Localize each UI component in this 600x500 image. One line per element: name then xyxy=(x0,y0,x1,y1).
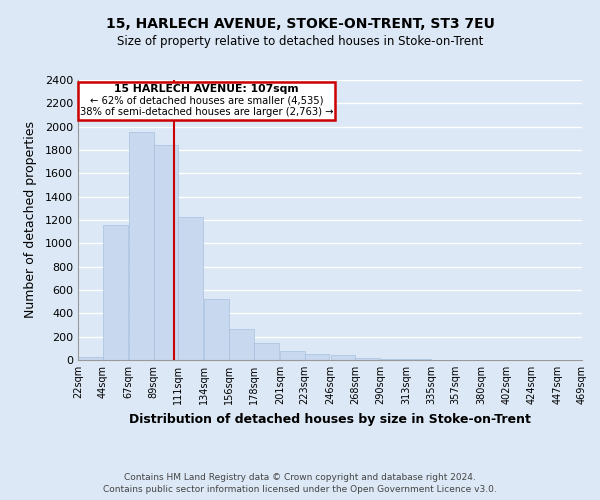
FancyBboxPatch shape xyxy=(78,82,335,120)
Text: 15 HARLECH AVENUE: 107sqm: 15 HARLECH AVENUE: 107sqm xyxy=(114,84,299,94)
Text: Contains HM Land Registry data © Crown copyright and database right 2024.: Contains HM Land Registry data © Crown c… xyxy=(124,472,476,482)
Text: Contains public sector information licensed under the Open Government Licence v3: Contains public sector information licen… xyxy=(103,485,497,494)
Bar xyxy=(331,355,355,360)
Text: 38% of semi-detached houses are larger (2,763) →: 38% of semi-detached houses are larger (… xyxy=(80,106,333,117)
Bar xyxy=(305,354,329,360)
Bar xyxy=(78,356,103,360)
Bar xyxy=(103,225,128,360)
Bar xyxy=(355,358,380,360)
Bar xyxy=(280,351,305,360)
Bar xyxy=(229,329,254,360)
Text: ← 62% of detached houses are smaller (4,535): ← 62% of detached houses are smaller (4,… xyxy=(90,96,323,106)
Text: 15, HARLECH AVENUE, STOKE-ON-TRENT, ST3 7EU: 15, HARLECH AVENUE, STOKE-ON-TRENT, ST3 … xyxy=(106,18,494,32)
Y-axis label: Number of detached properties: Number of detached properties xyxy=(23,122,37,318)
Bar xyxy=(178,217,203,360)
Text: Size of property relative to detached houses in Stoke-on-Trent: Size of property relative to detached ho… xyxy=(117,35,483,48)
Bar xyxy=(204,300,229,360)
Bar xyxy=(154,146,178,360)
X-axis label: Distribution of detached houses by size in Stoke-on-Trent: Distribution of detached houses by size … xyxy=(129,412,531,426)
Bar xyxy=(129,132,154,360)
Bar xyxy=(380,359,405,360)
Bar xyxy=(254,342,278,360)
